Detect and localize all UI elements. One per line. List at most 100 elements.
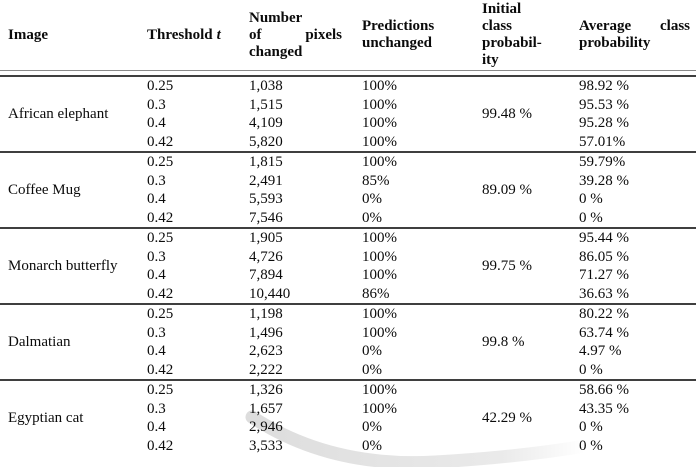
average-probability-value: 0 % bbox=[579, 419, 603, 435]
table-row: 0.4 2,623 0% 4.97 % bbox=[0, 342, 696, 361]
image-name: African elephant bbox=[8, 105, 109, 122]
predictions-unchanged-value: 100% bbox=[362, 115, 397, 131]
table-row: 0.42 5,820 100% 57.01% bbox=[0, 133, 696, 153]
pixels-changed-value: 1,815 bbox=[249, 154, 283, 170]
predictions-header-line1: Predictions bbox=[362, 18, 435, 34]
average-probability-value: 43.35 % bbox=[579, 400, 629, 417]
predictions-unchanged-value: 100% bbox=[362, 133, 397, 150]
initial-probability-value: 89.09 % bbox=[482, 181, 532, 198]
pixels-changed-value: 5,820 bbox=[249, 133, 283, 150]
pixels-changed-value: 3,533 bbox=[249, 437, 283, 454]
predictions-unchanged-value: 100% bbox=[362, 267, 397, 283]
predictions-unchanged-value: 0% bbox=[362, 191, 382, 207]
initial-header-line1: Initial bbox=[482, 1, 522, 17]
image-name: Egyptian cat bbox=[8, 409, 84, 426]
initial-probability-value: 99.48 % bbox=[482, 105, 532, 122]
pixels-changed-value: 10,440 bbox=[249, 285, 291, 302]
table-row: 0.4 4,109 100% 95.28 % bbox=[0, 114, 696, 133]
predictions-unchanged-value: 100% bbox=[362, 306, 397, 322]
table-row: 0.3 4,726 100% 86.05 % bbox=[0, 248, 696, 267]
predictions-unchanged-value: 100% bbox=[362, 96, 397, 113]
col-header-threshold-label: Threshold bbox=[147, 26, 213, 43]
threshold-value: 0.3 bbox=[147, 96, 166, 113]
average-probability-value: 86.05 % bbox=[579, 248, 629, 265]
pixels-changed-value: 2,222 bbox=[249, 361, 283, 378]
predictions-unchanged-value: 100% bbox=[362, 400, 397, 417]
pixels-changed-value: 1,496 bbox=[249, 324, 283, 341]
threshold-value: 0.25 bbox=[147, 78, 174, 94]
pixels-header-line2: of pixels bbox=[249, 26, 342, 43]
image-name: Dalmatian bbox=[8, 333, 71, 350]
group-coffee-mug: Coffee Mug 0.25 1,815 100% 89.09 % 59.79… bbox=[0, 152, 696, 228]
average-probability-value: 95.28 % bbox=[579, 115, 629, 131]
average-probability-value: 59.79% bbox=[579, 154, 626, 170]
threshold-value: 0.4 bbox=[147, 419, 166, 435]
threshold-value: 0.4 bbox=[147, 191, 166, 207]
pixels-changed-value: 1,515 bbox=[249, 96, 283, 113]
initial-probability-value: 99.8 % bbox=[482, 333, 525, 350]
col-header-threshold: Threshold t bbox=[147, 0, 249, 71]
table-row: 0.42 7,546 0% 0 % bbox=[0, 209, 696, 229]
predictions-unchanged-value: 86% bbox=[362, 285, 390, 302]
predictions-unchanged-value: 100% bbox=[362, 78, 397, 94]
table-row: 0.3 1,496 100% 63.74 % bbox=[0, 324, 696, 343]
col-header-average-probability: Average class probability bbox=[579, 0, 696, 71]
average-probability-value: 98.92 % bbox=[579, 78, 629, 94]
predictions-unchanged-value: 0% bbox=[362, 343, 382, 359]
predictions-unchanged-value: 0% bbox=[362, 361, 382, 378]
initial-header-line2: class bbox=[482, 18, 512, 34]
col-header-image: Image bbox=[0, 0, 147, 71]
pixels-changed-value: 1,657 bbox=[249, 400, 283, 417]
average-probability-value: 95.44 % bbox=[579, 230, 629, 246]
col-header-image-label: Image bbox=[8, 26, 48, 43]
table-row: 0.42 2,222 0% 0 % bbox=[0, 361, 696, 381]
image-name: Coffee Mug bbox=[8, 181, 81, 198]
threshold-symbol: t bbox=[216, 26, 221, 43]
initial-probability-value: 99.75 % bbox=[482, 257, 532, 274]
predictions-unchanged-value: 100% bbox=[362, 324, 397, 341]
pixels-changed-value: 2,946 bbox=[249, 419, 283, 435]
table-row: 0.4 5,593 0% 0 % bbox=[0, 190, 696, 209]
table-row: Coffee Mug 0.25 1,815 100% 89.09 % 59.79… bbox=[0, 152, 696, 198]
pixels-changed-value: 2,491 bbox=[249, 172, 283, 189]
group-monarch-butterfly: Monarch butterfly 0.25 1,905 100% 99.75 … bbox=[0, 228, 696, 304]
average-header-line2: probability bbox=[579, 35, 651, 51]
col-header-pixels-changed: Number of pixels changed bbox=[249, 0, 362, 71]
predictions-unchanged-value: 100% bbox=[362, 248, 397, 265]
initial-probability-value: 42.29 % bbox=[482, 409, 532, 426]
pixels-changed-value: 1,326 bbox=[249, 382, 283, 398]
results-table: Image Threshold t Number of pixels change… bbox=[0, 0, 696, 454]
table-row: Monarch butterfly 0.25 1,905 100% 99.75 … bbox=[0, 228, 696, 274]
col-header-predictions-unchanged: Predictions unchanged bbox=[362, 0, 482, 71]
average-probability-value: 0 % bbox=[579, 437, 603, 454]
threshold-value: 0.3 bbox=[147, 172, 166, 189]
average-probability-value: 4.97 % bbox=[579, 343, 622, 359]
pixels-changed-value: 4,726 bbox=[249, 248, 283, 265]
predictions-unchanged-value: 0% bbox=[362, 437, 382, 454]
predictions-unchanged-value: 0% bbox=[362, 209, 382, 226]
threshold-value: 0.3 bbox=[147, 400, 166, 417]
pixels-header-line1: Number bbox=[249, 9, 303, 26]
threshold-value: 0.42 bbox=[147, 133, 174, 150]
threshold-value: 0.3 bbox=[147, 248, 166, 265]
pixels-changed-value: 1,038 bbox=[249, 78, 283, 94]
average-probability-value: 71.27 % bbox=[579, 267, 629, 283]
threshold-value: 0.42 bbox=[147, 361, 174, 378]
threshold-value: 0.42 bbox=[147, 285, 174, 302]
pixels-changed-value: 2,623 bbox=[249, 343, 283, 359]
table-header: Image Threshold t Number of pixels change… bbox=[0, 0, 696, 71]
threshold-value: 0.4 bbox=[147, 267, 166, 283]
pixels-changed-value: 1,905 bbox=[249, 230, 283, 246]
table-row: Dalmatian 0.25 1,198 100% 99.8 % 80.22 % bbox=[0, 304, 696, 350]
table-row: African elephant 0.25 1,038 100% 99.48 %… bbox=[0, 76, 696, 122]
threshold-value: 0.3 bbox=[147, 324, 166, 341]
table-row: Egyptian cat 0.25 1,326 100% 42.29 % 58.… bbox=[0, 380, 696, 426]
threshold-value: 0.25 bbox=[147, 154, 174, 170]
group-dalmatian: Dalmatian 0.25 1,198 100% 99.8 % 80.22 %… bbox=[0, 304, 696, 380]
predictions-unchanged-value: 100% bbox=[362, 154, 397, 170]
threshold-value: 0.42 bbox=[147, 437, 174, 454]
header-row: Image Threshold t Number of pixels change… bbox=[0, 0, 696, 71]
pixels-header-line3: changed bbox=[249, 43, 303, 60]
threshold-value: 0.42 bbox=[147, 209, 174, 226]
